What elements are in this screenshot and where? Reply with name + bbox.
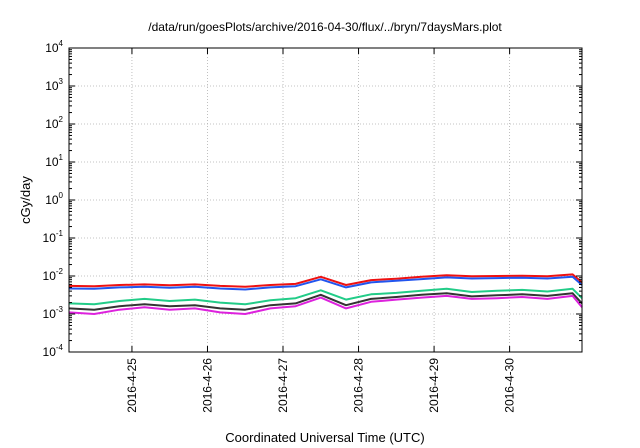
x-tick-label: 2016-4-30 (503, 358, 517, 413)
y-tick-label: 10-2 (43, 267, 64, 283)
y-tick-label: 10-4 (43, 343, 64, 359)
x-tick-label: 2016-4-25 (125, 358, 139, 413)
y-tick-base: 10 (43, 231, 57, 245)
y-tick-label: 100 (45, 191, 63, 207)
y-tick-exponent: 1 (59, 153, 64, 162)
y-axis-label: cGy/day (18, 176, 33, 224)
y-tick-label: 101 (45, 153, 63, 169)
y-tick-base: 10 (45, 193, 59, 207)
y-tick-exponent: 4 (59, 39, 64, 48)
y-tick-exponent: -1 (56, 229, 64, 238)
series-line-3 (68, 287, 583, 306)
y-tick-base: 10 (45, 117, 59, 131)
x-tick-label: 2016-4-26 (200, 358, 214, 413)
y-tick-exponent: -4 (56, 343, 64, 352)
y-tick-exponent: -3 (56, 305, 64, 314)
series-layer (68, 273, 583, 315)
x-axis-label: Coordinated Universal Time (UTC) (225, 430, 424, 445)
y-tick-label: 104 (45, 39, 63, 55)
y-tick-base: 10 (45, 155, 59, 169)
y-tick-exponent: 2 (59, 115, 64, 124)
grid (69, 48, 582, 352)
x-tick-label: 2016-4-28 (352, 358, 366, 413)
y-tick-exponent: 0 (59, 191, 64, 200)
x-axis-ticks: 2016-4-25 2016-4-26 2016-4-27 2016-4-28 2016… (125, 48, 517, 413)
y-tick-label: 10-1 (43, 229, 64, 245)
plot-frame (68, 47, 583, 353)
chart-title: /data/run/goesPlots/archive/2016-04-30/f… (148, 20, 502, 34)
y-tick-label: 103 (45, 77, 63, 93)
series-line-5 (68, 294, 583, 315)
series-line-2 (68, 275, 583, 291)
y-tick-exponent: -2 (56, 267, 64, 276)
y-tick-base: 10 (43, 345, 57, 359)
y-tick-base: 10 (43, 269, 57, 283)
y-tick-label: 102 (45, 115, 63, 131)
y-tick-base: 10 (45, 79, 59, 93)
x-tick-label: 2016-4-29 (427, 358, 441, 413)
series-line-4 (68, 292, 583, 311)
y-tick-base: 10 (45, 41, 59, 55)
series-line-1 (68, 273, 583, 288)
x-tick-label: 2016-4-27 (276, 358, 290, 413)
y-tick-base: 10 (43, 307, 57, 321)
y-tick-exponent: 3 (59, 77, 64, 86)
y-tick-label: 10-3 (43, 305, 64, 321)
